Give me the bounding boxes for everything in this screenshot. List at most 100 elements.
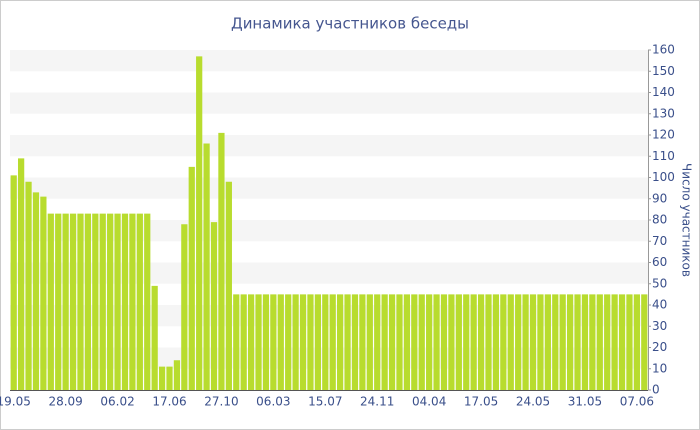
bar <box>559 294 566 390</box>
bar <box>566 294 574 390</box>
bar <box>233 294 240 390</box>
bar <box>247 294 255 390</box>
bar <box>411 294 418 390</box>
bar <box>433 294 440 390</box>
bar <box>537 294 544 390</box>
grid-band <box>10 220 648 242</box>
bar <box>522 294 529 390</box>
bar <box>10 175 17 390</box>
bar <box>574 294 581 390</box>
bar <box>262 294 270 390</box>
bar <box>374 294 381 390</box>
bar <box>99 213 106 390</box>
y-tick-label: 160 <box>652 43 675 57</box>
bar <box>292 294 299 390</box>
bar <box>626 294 633 390</box>
bar <box>158 366 166 390</box>
bar <box>337 294 344 390</box>
y-tick-label: 80 <box>652 213 667 227</box>
x-tick-label: 28.09 <box>48 395 82 409</box>
x-tick-label: 24.11 <box>360 395 394 409</box>
bar <box>507 294 514 390</box>
bar <box>18 158 25 390</box>
bar <box>55 213 62 390</box>
bar <box>299 294 307 390</box>
y-tick-label: 100 <box>652 170 675 184</box>
bar <box>166 366 173 390</box>
bar <box>32 192 40 390</box>
bar <box>69 213 77 390</box>
x-tick-label: 04.04 <box>412 395 446 409</box>
bar <box>77 213 84 390</box>
y-tick-label: 10 <box>652 361 667 375</box>
x-tick-label: 07.06 <box>620 395 654 409</box>
bar <box>196 56 203 390</box>
y-tick-label: 110 <box>652 149 675 163</box>
x-tick-label: 06.03 <box>256 395 290 409</box>
bar <box>240 294 247 390</box>
bar <box>388 294 396 390</box>
grid-band <box>10 177 648 199</box>
bar <box>277 294 284 390</box>
grid-band <box>10 50 648 72</box>
bar <box>344 294 351 390</box>
bar <box>359 294 366 390</box>
bar <box>173 360 181 390</box>
bar <box>426 294 433 390</box>
x-tick-label: 27.10 <box>204 395 238 409</box>
bar <box>485 294 492 390</box>
bar <box>529 294 537 390</box>
bar <box>448 294 455 390</box>
bar <box>107 213 114 390</box>
bar <box>463 294 470 390</box>
bar <box>62 213 69 390</box>
y-tick-label: 130 <box>652 106 675 120</box>
y-tick-label: 20 <box>652 340 667 354</box>
bar <box>151 285 158 390</box>
bar <box>440 294 448 390</box>
grid-band <box>10 92 648 114</box>
bar <box>307 294 314 390</box>
x-tick-label: 06.02 <box>100 395 134 409</box>
bar <box>492 294 500 390</box>
bar <box>255 294 262 390</box>
y-tick-label: 120 <box>652 128 675 142</box>
bar <box>596 294 603 390</box>
bar <box>144 213 151 390</box>
y-tick-label: 70 <box>652 234 667 248</box>
y-axis-label: Число участников <box>680 163 694 277</box>
bar <box>218 132 225 390</box>
y-tick-label: 30 <box>652 319 667 333</box>
bar <box>381 294 388 390</box>
y-tick-label: 150 <box>652 64 675 78</box>
bar <box>366 294 373 390</box>
grid-band <box>10 262 648 284</box>
bar <box>136 213 143 390</box>
bar <box>618 294 626 390</box>
bar <box>581 294 589 390</box>
bar <box>477 294 485 390</box>
bar <box>203 143 210 390</box>
x-tick-label: 17.06 <box>152 395 186 409</box>
bar <box>225 181 232 390</box>
x-tick-label: 19.05 <box>0 395 31 409</box>
bar <box>633 294 640 390</box>
bar <box>418 294 425 390</box>
y-tick-label: 60 <box>652 255 667 269</box>
bar <box>285 294 292 390</box>
y-tick-label: 50 <box>652 276 667 290</box>
y-tick-label: 40 <box>652 298 667 312</box>
bar <box>47 213 54 390</box>
bar <box>121 213 129 390</box>
bar <box>129 213 136 390</box>
x-tick-label: 24.05 <box>516 395 550 409</box>
bar <box>552 294 559 390</box>
bar <box>84 213 92 390</box>
bar <box>589 294 596 390</box>
bar <box>270 294 277 390</box>
bar <box>544 294 551 390</box>
bar <box>181 224 188 390</box>
grid-band <box>10 135 648 157</box>
bar <box>470 294 477 390</box>
y-tick-label: 90 <box>652 191 667 205</box>
